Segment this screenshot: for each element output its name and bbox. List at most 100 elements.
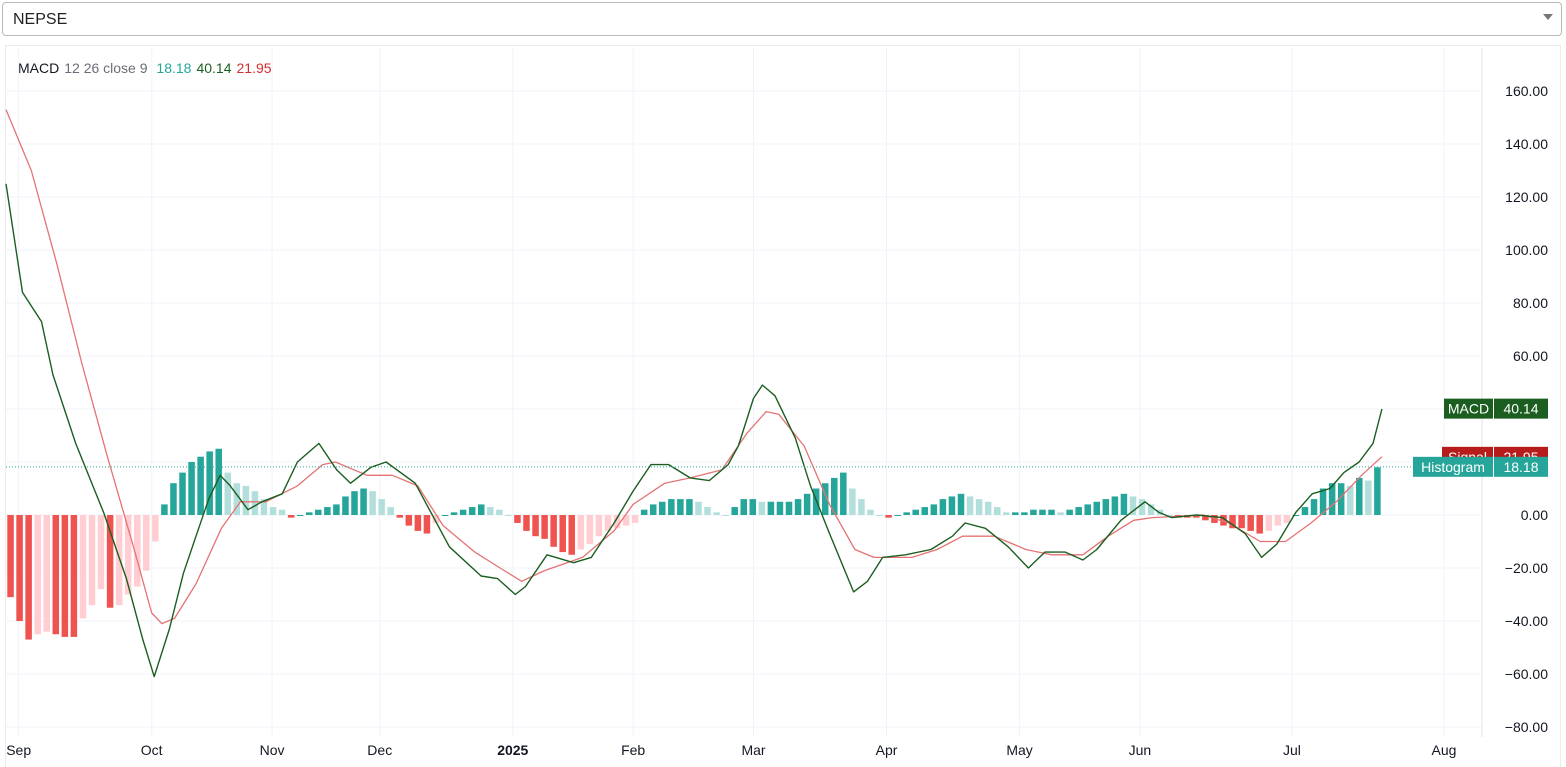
histogram-bar xyxy=(43,515,50,632)
histogram-bar xyxy=(278,509,286,515)
histogram-bar xyxy=(749,499,757,515)
histogram-bar xyxy=(296,515,304,516)
histogram-bar xyxy=(640,509,648,515)
histogram-bar xyxy=(894,515,901,516)
histogram-bar xyxy=(396,515,404,518)
x-tick-label: Mar xyxy=(741,742,765,758)
x-tick-label: Jul xyxy=(1283,742,1301,758)
histogram-bar xyxy=(34,515,41,635)
histogram-bar xyxy=(523,515,530,531)
histogram-bar xyxy=(1265,515,1273,531)
histogram-bar xyxy=(1129,496,1137,515)
histogram-bar xyxy=(631,515,639,523)
histogram-bar xyxy=(1374,467,1381,515)
histogram-bar xyxy=(1002,512,1010,515)
histogram-bar xyxy=(939,499,947,515)
histogram-bar xyxy=(360,488,367,515)
macd-price-label: MACD 40.14 xyxy=(1444,398,1548,419)
y-tick-label: −40.00 xyxy=(1505,613,1548,629)
histogram-bar xyxy=(993,507,1001,515)
histogram-bar xyxy=(713,512,720,515)
histogram-bar xyxy=(885,515,892,518)
histogram-bar xyxy=(161,504,168,515)
macd-label-box xyxy=(1444,398,1493,419)
histogram-value-box xyxy=(1494,456,1548,477)
indicator-legend: MACD 12 26 close 9 18.18 40.14 21.95 xyxy=(18,60,277,76)
histogram-bar xyxy=(387,507,394,515)
histogram-bar xyxy=(1220,515,1227,526)
histogram-bar xyxy=(1328,483,1336,515)
macd-line xyxy=(5,183,1383,678)
x-tick-label: Oct xyxy=(141,742,163,758)
histogram-bar xyxy=(269,507,277,515)
histogram-bar xyxy=(1319,488,1327,515)
histogram-bar xyxy=(758,501,766,515)
histogram-bar xyxy=(1021,512,1028,515)
histogram-bar xyxy=(97,515,105,590)
histogram-bar xyxy=(776,501,784,515)
histogram-bar xyxy=(1310,499,1318,515)
histogram-bar xyxy=(260,499,268,515)
histogram-bar xyxy=(867,509,874,515)
histogram-bar xyxy=(649,504,657,515)
histogram-bar xyxy=(79,515,87,619)
histogram-bar xyxy=(351,491,358,515)
x-tick-label: Dec xyxy=(367,742,392,758)
histogram-bar xyxy=(1039,509,1046,515)
histogram-bar xyxy=(1283,515,1291,523)
histogram-bar xyxy=(1084,504,1091,515)
legend-histogram-value: 18.18 xyxy=(156,60,192,76)
histogram-bar xyxy=(586,515,594,545)
histogram-bar xyxy=(668,499,675,515)
histogram-bar xyxy=(477,504,485,515)
histogram-bar xyxy=(188,462,195,515)
histogram-bar xyxy=(206,451,213,515)
histogram-bar xyxy=(251,491,259,515)
histogram-bar xyxy=(405,515,413,526)
signal-line xyxy=(5,109,1383,625)
chevron-down-icon[interactable] xyxy=(1543,14,1553,20)
x-tick-label: Aug xyxy=(1432,742,1457,758)
histogram-bar xyxy=(179,472,186,515)
histogram-bar xyxy=(423,515,431,534)
histogram-bar xyxy=(1356,477,1363,515)
histogram-bar xyxy=(1057,512,1064,515)
histogram-bar xyxy=(568,515,576,555)
histogram-label-box xyxy=(1413,456,1493,477)
histogram-bar xyxy=(1229,515,1236,529)
chart-frame xyxy=(5,45,1561,767)
macd-label-name: MACD xyxy=(1448,401,1489,417)
histogram-bar xyxy=(622,515,630,526)
histogram-bar xyxy=(134,515,141,587)
histogram-bar xyxy=(831,477,838,515)
symbol-select[interactable]: NEPSE xyxy=(2,2,1562,36)
histogram-bar xyxy=(52,515,60,635)
histogram-bar xyxy=(722,515,729,516)
histogram-bar xyxy=(930,504,938,515)
histogram-bar xyxy=(487,507,494,515)
legend-macd-value: 40.14 xyxy=(196,60,232,76)
histogram-bar xyxy=(70,515,78,637)
histogram-bar xyxy=(794,499,802,515)
histogram-bar xyxy=(333,504,340,515)
histogram-bar xyxy=(1111,496,1119,515)
macd-label-value: 40.14 xyxy=(1503,401,1538,417)
histogram-bar xyxy=(1012,512,1019,515)
histogram-bar xyxy=(468,507,476,515)
histogram-bar xyxy=(1365,480,1372,515)
histogram-bar xyxy=(1292,515,1300,516)
histogram-bar xyxy=(1346,485,1354,515)
histogram-label-value: 18.18 xyxy=(1503,459,1538,475)
legend-signal-value: 21.95 xyxy=(236,60,272,76)
symbol-select-value: NEPSE xyxy=(13,11,68,28)
x-axis: Sep Oct Nov Dec 2025 Feb Mar Apr May Jun Jul Aug xyxy=(6,742,1456,758)
histogram-bar xyxy=(984,501,992,515)
histogram-bar xyxy=(1147,504,1155,515)
histogram-bar xyxy=(1120,493,1128,515)
histogram-bar xyxy=(315,509,322,515)
histogram-bar xyxy=(821,483,829,515)
histogram-bar xyxy=(731,507,738,515)
x-tick-label: Nov xyxy=(260,742,285,758)
histogram-bar xyxy=(695,501,702,515)
